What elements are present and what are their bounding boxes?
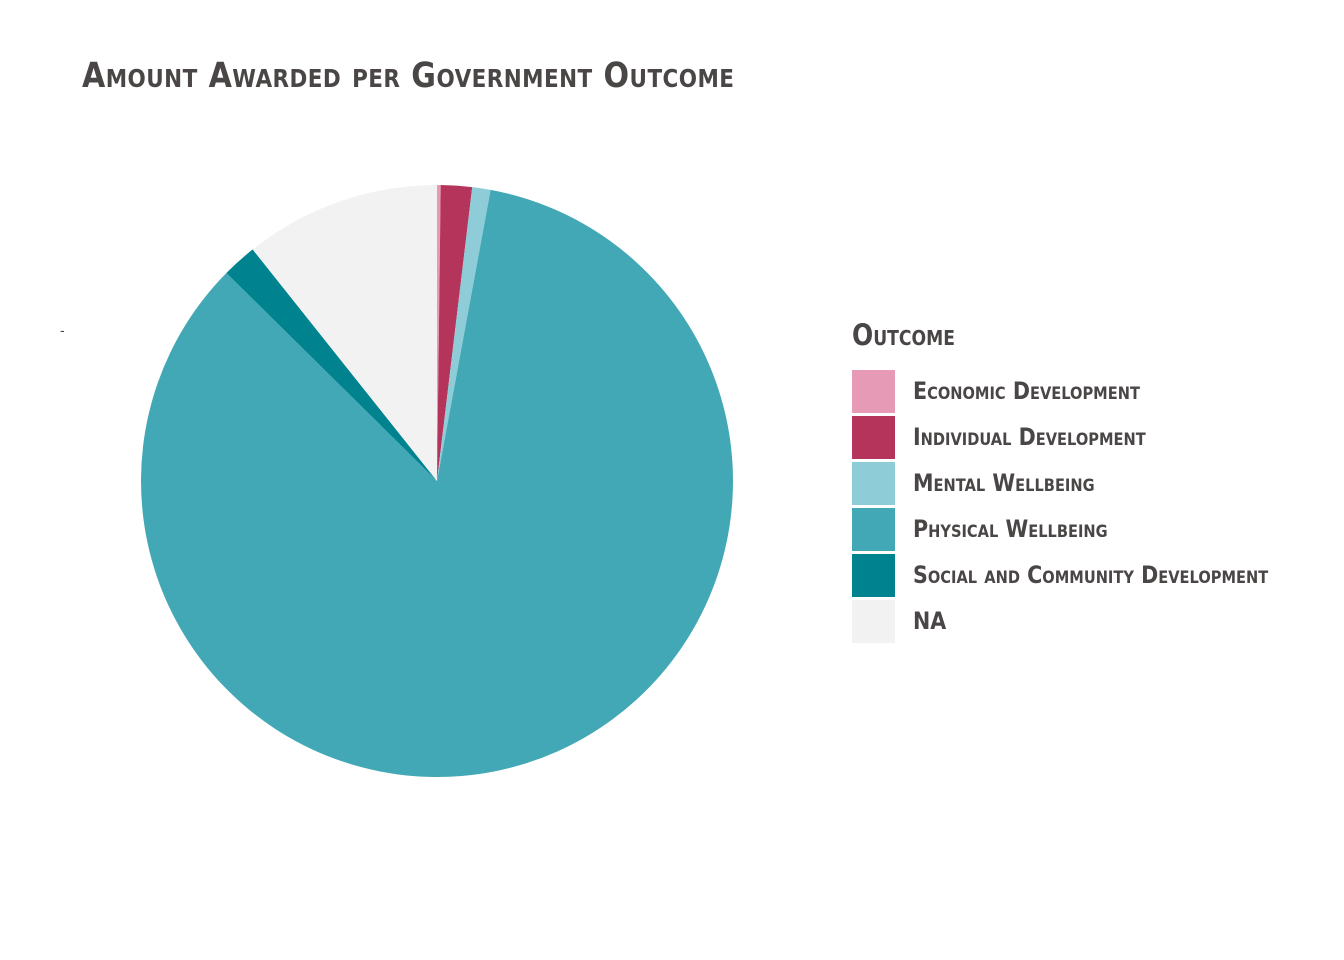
- legend-items: Economic Development Individual Developme…: [852, 368, 1326, 644]
- legend: Outcome Economic Development Individual D…: [852, 318, 1326, 644]
- legend-item: NA: [852, 598, 1326, 644]
- pie-slice-social-and-community-development: [226, 249, 437, 481]
- pie-slice-physical-wellbeing: [140, 189, 733, 778]
- legend-label: Physical Wellbeing: [913, 515, 1108, 543]
- legend-swatch: [852, 599, 895, 643]
- legend-swatch: [852, 507, 895, 551]
- legend-swatch: [852, 369, 895, 413]
- pie-slice-mental-wellbeing: [437, 187, 491, 481]
- legend-label: Economic Development: [913, 377, 1140, 405]
- y-axis-tick-label: -: [60, 322, 65, 338]
- legend-swatch: [852, 461, 895, 505]
- pie-slice-individual-development: [437, 185, 473, 481]
- legend-label: Social and Community Development: [913, 561, 1269, 589]
- pie-slice-na: [252, 185, 437, 481]
- legend-item: Economic Development: [852, 368, 1326, 414]
- legend-swatch: [852, 553, 895, 597]
- legend-item: Individual Development: [852, 414, 1326, 460]
- legend-item: Social and Community Development: [852, 552, 1326, 598]
- legend-item: Mental Wellbeing: [852, 460, 1326, 506]
- legend-title: Outcome: [852, 318, 956, 352]
- legend-label: Individual Development: [913, 423, 1146, 451]
- legend-swatch: [852, 415, 895, 459]
- pie-slice-economic-development: [437, 185, 441, 481]
- chart-title: Amount Awarded per Government Outcome: [82, 56, 735, 96]
- legend-label: NA: [913, 607, 947, 635]
- legend-label: Mental Wellbeing: [913, 469, 1095, 497]
- legend-item: Physical Wellbeing: [852, 506, 1326, 552]
